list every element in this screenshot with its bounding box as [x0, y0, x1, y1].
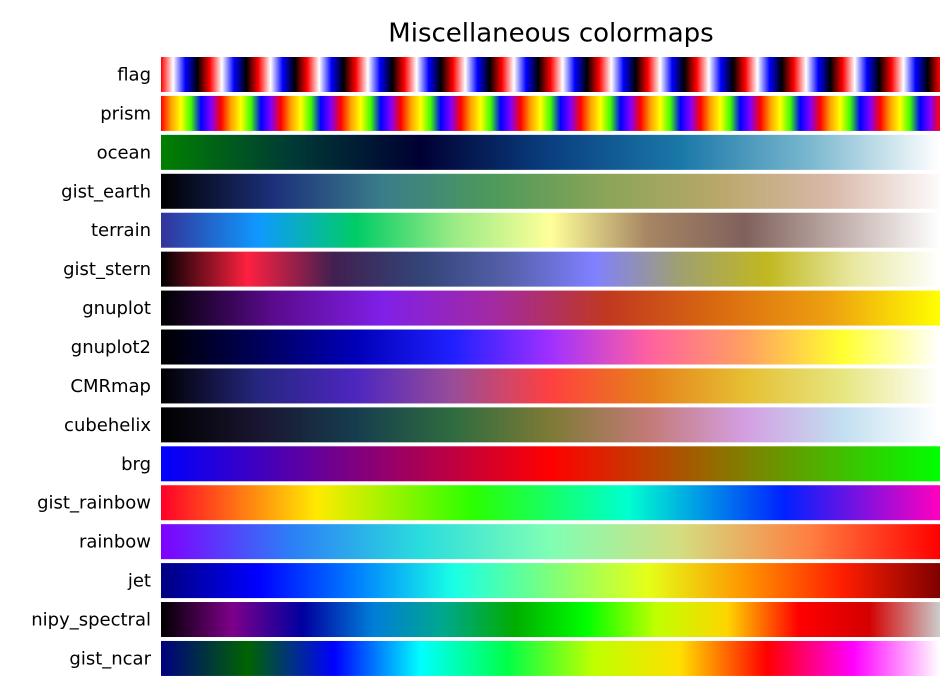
colormap-label: flag — [117, 65, 151, 86]
colormap-label: nipy_spectral — [31, 610, 151, 631]
colormap-bar — [161, 407, 940, 443]
colormap-bar — [161, 95, 940, 131]
colormap-bar — [161, 212, 940, 248]
figure-title: Miscellaneous colormaps — [388, 19, 713, 49]
colormap-label: prism — [100, 103, 151, 124]
colormap-label: cubehelix — [64, 415, 151, 436]
colormap-bar — [161, 640, 940, 676]
colormap-label: gist_rainbow — [37, 493, 151, 514]
colormap-bar — [161, 524, 940, 560]
colormap-bar — [161, 134, 940, 170]
colormap-bar — [161, 329, 940, 365]
colormap-bar — [161, 57, 940, 92]
colormap-bar — [161, 251, 940, 287]
colormap-bar — [161, 290, 940, 326]
colormap-bar — [161, 368, 940, 404]
colormap-label: terrain — [91, 220, 151, 241]
colormap-bar — [161, 563, 940, 599]
colormap-label: ocean — [97, 142, 151, 163]
colormap-bar — [161, 173, 940, 209]
colormap-bar — [161, 485, 940, 521]
colormap-bar — [161, 602, 940, 638]
colormap-label: gist_ncar — [69, 648, 151, 669]
colormap-bar — [161, 446, 940, 482]
colormap-label: gnuplot2 — [71, 337, 151, 358]
colormap-label: jet — [127, 571, 151, 592]
colormap-label: gist_stern — [63, 259, 151, 280]
colormap-label: gnuplot — [82, 298, 151, 319]
colormap-label: gist_earth — [61, 181, 151, 202]
colormap-label: CMRmap — [70, 376, 151, 397]
colormap-label: brg — [121, 454, 151, 475]
colormap-label: rainbow — [79, 532, 151, 553]
